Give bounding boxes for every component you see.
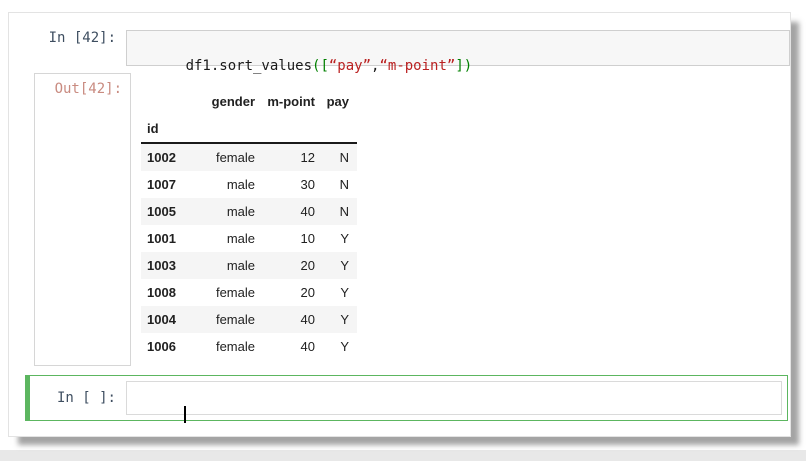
cell-pay: Y: [340, 285, 349, 300]
text-cursor: [183, 406, 186, 423]
table-body: 1002 female 12 N 1007 male 30 N 1005 mal…: [141, 143, 357, 360]
code-input-area[interactable]: df1.sort_values([“pay”,“m-point”]): [126, 30, 790, 74]
code-token: ]): [455, 58, 473, 74]
column-header-gender: gender: [211, 94, 255, 109]
cell-gender: male: [226, 177, 255, 192]
row-index: 1004: [147, 312, 176, 327]
cell-gender: male: [226, 258, 255, 273]
blank-header-cell: [141, 88, 187, 115]
code-cell-executed[interactable]: In [42]: df1.sort_values([“pay”,“m-point…: [9, 30, 790, 74]
index-name-row: id: [141, 115, 357, 143]
output-table-wrap: gender m-point pay id 1002 female: [141, 73, 357, 360]
cell-mpoint: 40: [300, 312, 315, 327]
cell-gender: female: [215, 339, 255, 354]
cell-pay: Y: [340, 231, 349, 246]
dataframe-output-table: gender m-point pay id 1002 female: [141, 88, 357, 360]
row-index: 1005: [147, 204, 176, 219]
table-row: 1003 male 20 Y: [141, 252, 357, 279]
table-row: 1005 male 40 N: [141, 198, 357, 225]
cell-mpoint: 40: [300, 339, 315, 354]
code-token: ([: [312, 58, 329, 74]
row-index: 1002: [147, 150, 176, 165]
row-index: 1003: [147, 258, 176, 273]
cell-pay: Y: [340, 339, 349, 354]
table-row: 1001 male 10 Y: [141, 225, 357, 252]
code-token: “m-point”: [379, 58, 456, 74]
column-header-pay: pay: [326, 94, 349, 109]
output-prompt: Out[42]:: [54, 81, 122, 97]
cell-mpoint: 30: [300, 177, 315, 192]
page-bottom-strip: [0, 450, 806, 461]
output-prompt-box: Out[42]:: [34, 73, 131, 366]
cell-gender: female: [215, 285, 255, 300]
row-index: 1006: [147, 339, 176, 354]
row-index: 1007: [147, 177, 176, 192]
table-row: 1007 male 30 N: [141, 171, 357, 198]
cell-mpoint: 40: [300, 204, 315, 219]
table-row: 1002 female 12 N: [141, 143, 357, 171]
row-index: 1001: [147, 231, 176, 246]
cell-pay: N: [339, 177, 349, 192]
column-header-mpoint: m-point: [267, 94, 315, 109]
empty-code-cell[interactable]: In [ ]:: [25, 375, 788, 423]
code-token: df1.sort_values: [185, 58, 313, 74]
cell-mpoint: 12: [300, 150, 315, 165]
code-token: ,: [371, 58, 380, 74]
input-prompt: In [42]:: [48, 30, 116, 46]
cell-pay: Y: [340, 312, 349, 327]
empty-input-prompt: In [ ]:: [56, 390, 116, 406]
table-row: 1006 female 40 Y: [141, 333, 357, 360]
notebook-panel: In [42]: df1.sort_values([“pay”,“m-point…: [8, 12, 791, 437]
table-header: gender m-point pay id: [141, 88, 357, 143]
row-index: 1008: [147, 285, 176, 300]
cell-pay: N: [339, 204, 349, 219]
cell-mpoint: 10: [300, 231, 315, 246]
code-token: “pay”: [328, 58, 372, 74]
cell-mpoint: 20: [300, 258, 315, 273]
cell-gender: male: [226, 204, 255, 219]
cell-gender: female: [215, 312, 255, 327]
table-row: 1008 female 20 Y: [141, 279, 357, 306]
cell-mpoint: 20: [300, 285, 315, 300]
cell-pay: N: [339, 150, 349, 165]
cell-gender: male: [226, 231, 255, 246]
cell-pay: Y: [340, 258, 349, 273]
table-row: 1004 female 40 Y: [141, 306, 357, 333]
cell-gender: female: [215, 150, 255, 165]
output-area: Out[42]: gender m-point pay id: [9, 73, 790, 366]
table-columns-row: gender m-point pay: [141, 88, 357, 115]
empty-code-input[interactable]: [126, 381, 782, 423]
index-name-cell: id: [147, 121, 159, 136]
